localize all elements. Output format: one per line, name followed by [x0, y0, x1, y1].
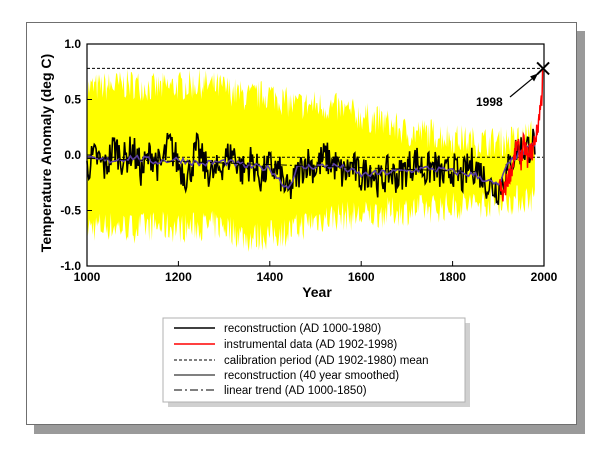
- legend-label-reconstruction: reconstruction (AD 1000-1980): [224, 323, 381, 335]
- annotation-arrowhead: [530, 73, 539, 82]
- instrumental-line: [498, 67, 544, 202]
- linear-trend-line: [86, 157, 476, 173]
- y-axis-label: Temperature Anomaly (deg C): [38, 54, 54, 252]
- y-tick-label: -1.0: [60, 259, 81, 273]
- annotation-arrow: [509, 74, 537, 98]
- y-tick-label: 1.0: [64, 37, 81, 51]
- legend-label-instrumental: instrumental data (AD 1902-1998): [224, 339, 397, 351]
- annotation-1998: 1998: [476, 95, 503, 109]
- plot-layer: 1000 1200 1400 1600 1800 2000 1.0 0.5 0.0 -0.5 -1.…: [60, 37, 557, 284]
- x-tick-label: 1400: [256, 270, 283, 284]
- x-tick-label: 2000: [531, 270, 558, 284]
- legend: reconstruction (AD 1000-1980) instrument…: [162, 317, 470, 407]
- legend-label-smoothed: reconstruction (40 year smoothed): [224, 370, 399, 382]
- x-axis-label: Year: [302, 284, 332, 300]
- y-tick-label: -0.5: [60, 204, 81, 218]
- y-tick-label: 0.0: [64, 148, 81, 162]
- x-tick-label: 1000: [74, 270, 101, 284]
- legend-label-linear-trend: linear trend (AD 1000-1850): [224, 385, 367, 397]
- x-tick-label: 1200: [165, 270, 192, 284]
- x-tick-label: 1600: [348, 270, 375, 284]
- legend-label-calibration-mean: calibration period (AD 1902-1980) mean: [224, 355, 429, 367]
- y-tick-label: 0.5: [64, 93, 81, 107]
- annotation-marker: [536, 61, 550, 76]
- legend-box: [162, 317, 466, 403]
- x-tick-label: 1800: [439, 270, 466, 284]
